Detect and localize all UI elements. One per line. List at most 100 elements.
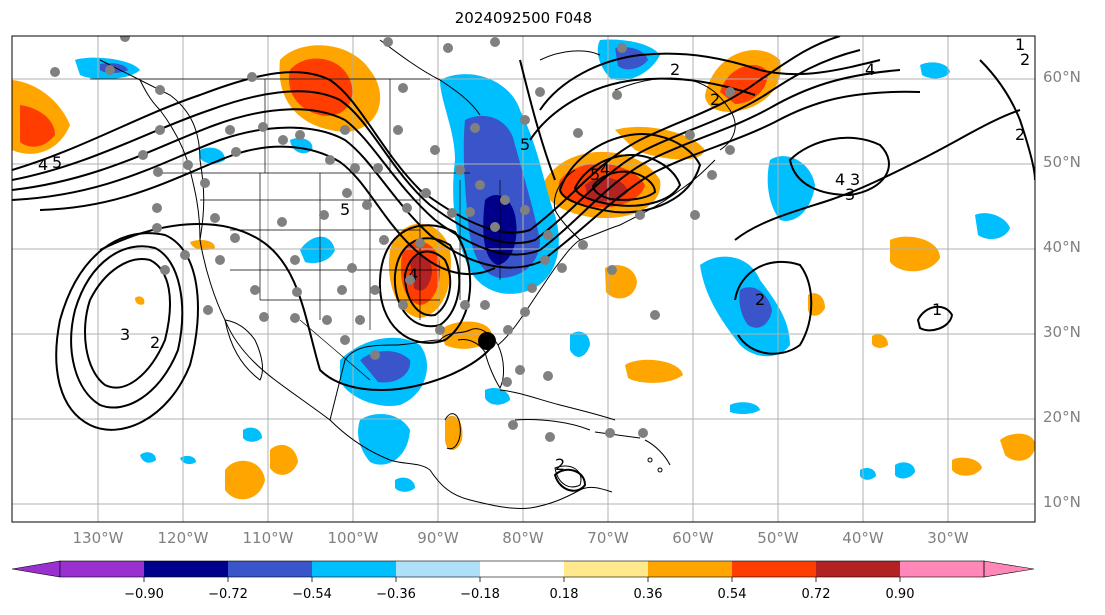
lat-label: 60°N (1043, 68, 1081, 86)
negative-anomaly-sargasso-1 (570, 331, 590, 357)
positive-anomaly-atlantic-2 (625, 359, 683, 383)
negative-anomaly-sargasso-2 (730, 402, 760, 415)
lon-label: 110°W (242, 529, 294, 547)
lon-label: 130°W (72, 529, 124, 547)
station-markers (50, 36, 735, 442)
colorbar-swatch (900, 561, 984, 577)
colorbar-swatch (312, 561, 396, 577)
colorbar-swatch (564, 561, 648, 577)
contour-label: 4 (600, 160, 610, 179)
negative-anomaly-canada-2 (200, 147, 225, 164)
positive-anomaly-westcoast-core (20, 105, 55, 147)
lat-label: 20°N (1043, 408, 1081, 426)
contour-label: 5 (520, 135, 530, 154)
negative-anomaly-mexico-n (243, 427, 262, 442)
negative-anomaly-greenland-e (920, 62, 950, 79)
negative-anomaly-azores (975, 213, 1010, 240)
negative-anomaly-texas (395, 477, 415, 492)
contour-label: 4 (865, 60, 875, 79)
negative-anomaly-centralamerica (358, 414, 410, 465)
positive-anomaly-atlantic-3 (890, 236, 940, 272)
colorbar-tick-label: 0.36 (633, 587, 663, 602)
contour-label: 3 (845, 185, 855, 204)
lon-label: 120°W (157, 529, 209, 547)
negative-anomaly-florida (485, 388, 510, 405)
contour-label: 4 (408, 265, 418, 284)
colorbar-swatch (144, 561, 228, 577)
positive-anomaly-atlantic-6 (952, 457, 982, 476)
lon-label: 100°W (327, 529, 379, 547)
colorbar-swatch (228, 561, 312, 577)
lon-label: 60°W (672, 529, 714, 547)
colorbar-tick-label: −0.90 (124, 587, 164, 602)
lat-label: 30°N (1043, 323, 1081, 341)
colorbar-tick-label: 0.54 (717, 587, 747, 602)
lon-label: 50°W (757, 529, 799, 547)
negative-anomaly-tropics-1 (895, 462, 915, 479)
contour-label: 5 (340, 200, 350, 219)
contour-label: 2 (1020, 50, 1030, 69)
lon-label: 70°W (587, 529, 629, 547)
contour-label: 1 (932, 300, 942, 319)
caribbean-islands (514, 419, 671, 488)
contour-label: 2 (1015, 125, 1025, 144)
colorbar-swatch (732, 561, 816, 577)
lon-label: 30°W (927, 529, 969, 547)
colorbar-swatch (480, 561, 564, 577)
lat-lon-grid (12, 36, 1035, 522)
colorbar-swatch (60, 561, 144, 577)
colorbar-swatch (816, 561, 900, 577)
colorbar-tick-label: −0.36 (376, 587, 416, 602)
colorbar (11, 560, 1035, 582)
colorbar-extend-low (11, 560, 61, 578)
lon-label: 40°W (842, 529, 884, 547)
colorbar-swatch (396, 561, 480, 577)
positive-anomaly-pacific (270, 444, 298, 475)
positive-anomaly-mexico (225, 460, 265, 500)
positive-anomaly-atlantic-7 (1000, 433, 1035, 461)
height-contours (12, 36, 1035, 492)
contour-label: 2 (710, 90, 720, 109)
positive-anomaly-mountain (190, 240, 215, 250)
contour-label: 2 (670, 60, 680, 79)
positive-anomaly-atlantic-5 (872, 334, 888, 348)
contour-label: 4 (835, 170, 845, 189)
positive-anomaly-atlantic-4 (808, 293, 825, 316)
contour-label: 2 (555, 455, 565, 474)
lat-label: 40°N (1043, 238, 1081, 256)
negative-anomaly-pacific-s (180, 455, 196, 465)
colorbar-tick-label: −0.54 (292, 587, 332, 602)
contour-labels: 4 5 5 5 5 4 4 3 2 1 2 3 4 2 2 2 1 2 3 4 … (38, 35, 1030, 474)
map-frame (11, 35, 1036, 523)
colorbar-tick-label: −0.18 (460, 587, 500, 602)
negative-anomaly-pacific-sw (140, 452, 156, 463)
contour-label: 2 (150, 333, 160, 352)
highlighted-station (478, 332, 496, 350)
negative-anomaly-baja (300, 236, 335, 264)
colorbar-swatch (648, 561, 732, 577)
map-title: 2024092500 F048 (454, 9, 593, 27)
lon-label: 90°W (417, 529, 459, 547)
colorbar-tick-label: 0.18 (549, 587, 579, 602)
contour-label: 2 (755, 290, 765, 309)
colorbar-tick-label: 0.90 (885, 587, 915, 602)
contour-label: 1 (1015, 35, 1025, 54)
lat-label: 10°N (1043, 493, 1081, 511)
contour-label: 3 (850, 170, 860, 189)
colorbar-tick-label: −0.72 (208, 587, 248, 602)
contour-label: 3 (120, 325, 130, 344)
negative-anomaly-tropics-2 (860, 468, 876, 480)
contour-label: 4 (38, 155, 48, 174)
lon-label: 80°W (502, 529, 544, 547)
negative-anomaly-canada (290, 138, 313, 154)
negative-anomaly-midatlantic-core (739, 287, 772, 328)
colorbar-extend-high (983, 560, 1035, 578)
positive-anomaly-pacific-small (135, 296, 145, 305)
negative-anomaly-atlantic-east (767, 156, 815, 221)
contour-label: 5 (590, 165, 600, 184)
positive-anomaly-mississippi-peak (410, 255, 432, 291)
colorbar-tick-label: 0.72 (801, 587, 831, 602)
contour-label: 5 (52, 153, 62, 172)
lat-label: 50°N (1043, 153, 1081, 171)
